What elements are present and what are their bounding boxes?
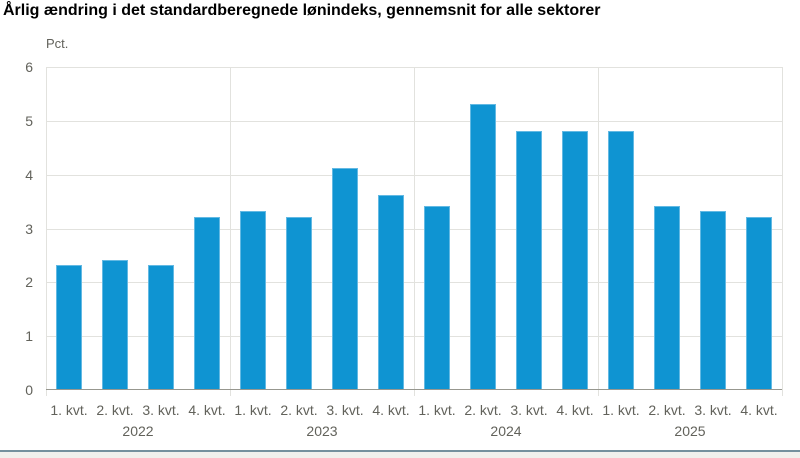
quarter-tick-label: 4. kvt. [740, 402, 778, 418]
bar [470, 104, 496, 389]
year-separator-line [230, 67, 231, 396]
y-tick-label: 4 [25, 166, 33, 183]
bar [516, 131, 542, 389]
quarter-tick-label: 1. kvt. [602, 402, 640, 418]
year-separator-line [414, 67, 415, 396]
plot-area [46, 67, 783, 396]
bar [654, 206, 680, 389]
bar [700, 211, 726, 389]
year-label: 2023 [306, 423, 338, 439]
quarter-tick-label: 4. kvt. [372, 402, 410, 418]
quarter-tick-label: 2. kvt. [464, 402, 502, 418]
y-tick-label: 2 [25, 274, 33, 291]
quarter-tick-label: 3. kvt. [142, 402, 180, 418]
bar [746, 217, 772, 389]
quarter-tick-label: 1. kvt. [418, 402, 456, 418]
x-axis-year-labels: 2022 2023 2024 2025 [46, 423, 782, 441]
y-tick-label: 6 [25, 59, 33, 75]
year-label: 2024 [490, 423, 522, 439]
quarter-tick-label: 2. kvt. [648, 402, 686, 418]
quarter-tick-label: 4. kvt. [188, 402, 226, 418]
quarter-tick-label: 1. kvt. [50, 402, 88, 418]
bar [332, 168, 358, 389]
y-tick-label: 5 [25, 112, 33, 129]
quarter-tick-label: 2. kvt. [96, 402, 134, 418]
quarter-tick-label: 3. kvt. [694, 402, 732, 418]
bar [378, 195, 404, 389]
quarter-tick-label: 2. kvt. [280, 402, 318, 418]
y-axis-unit-label: Pct. [46, 36, 69, 51]
quarter-tick-label: 3. kvt. [510, 402, 548, 418]
quarter-tick-label: 4. kvt. [556, 402, 594, 418]
bar [102, 260, 128, 389]
year-label: 2025 [674, 423, 706, 439]
y-tick-label: 1 [25, 328, 33, 345]
y-axis-labels: 0 1 2 3 4 5 6 [0, 0, 33, 458]
quarter-tick-label: 3. kvt. [326, 402, 364, 418]
bar [56, 265, 82, 389]
bar [424, 206, 450, 389]
chart-title: Årlig ændring i det standardberegnede lø… [3, 2, 601, 19]
y-tick-label: 3 [25, 220, 33, 237]
bar [240, 211, 266, 389]
bar [148, 265, 174, 389]
plot-right-border [782, 67, 783, 396]
bar [194, 217, 220, 389]
bar [562, 131, 588, 389]
year-separator-line [598, 67, 599, 396]
x-axis-line [46, 389, 782, 390]
x-axis-quarter-labels: 1. kvt. 2. kvt. 3. kvt. 4. kvt. 1. kvt. 2. kv… [46, 402, 782, 420]
y-tick-label: 0 [25, 382, 33, 398]
plot-left-border [46, 67, 47, 396]
footer-divider [0, 450, 800, 452]
bar [608, 131, 634, 389]
bar [286, 217, 312, 389]
quarter-tick-label: 1. kvt. [234, 402, 272, 418]
footer-strip [0, 452, 800, 458]
year-label: 2022 [122, 423, 154, 439]
